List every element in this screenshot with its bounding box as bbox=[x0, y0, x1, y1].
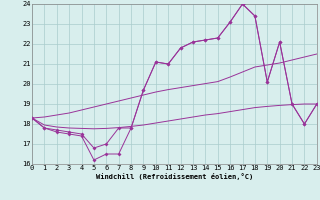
X-axis label: Windchill (Refroidissement éolien,°C): Windchill (Refroidissement éolien,°C) bbox=[96, 173, 253, 180]
